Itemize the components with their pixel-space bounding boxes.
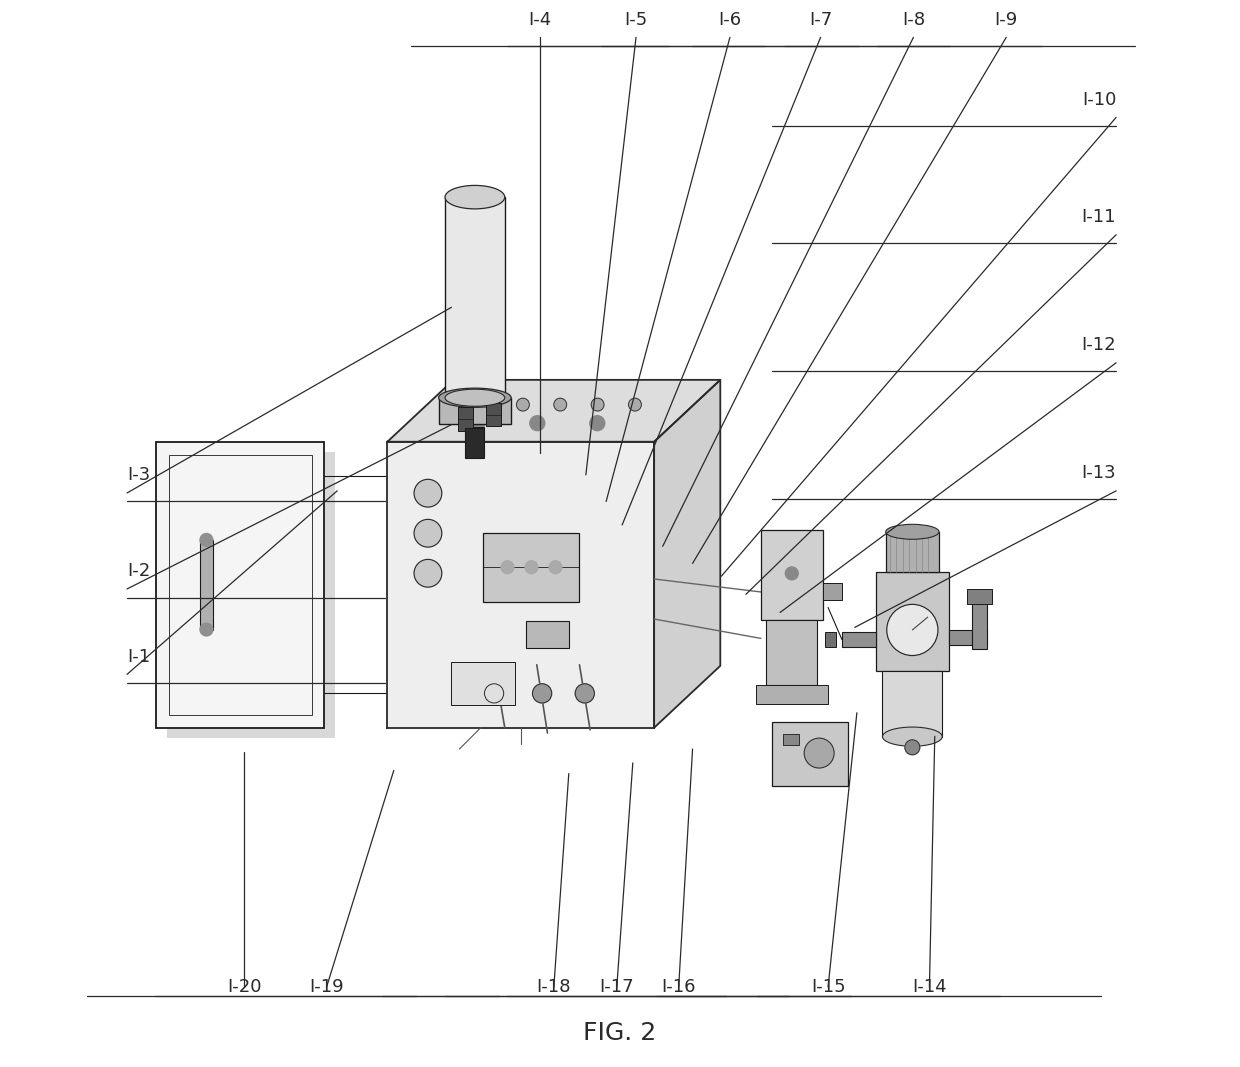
Bar <box>842 632 877 647</box>
Circle shape <box>590 416 605 431</box>
Circle shape <box>501 561 513 574</box>
Bar <box>877 572 949 670</box>
Circle shape <box>414 520 441 547</box>
Bar <box>169 455 311 715</box>
Circle shape <box>785 567 799 579</box>
Bar <box>526 621 569 648</box>
Text: I-5: I-5 <box>625 11 647 29</box>
Bar <box>766 620 817 685</box>
Bar <box>200 540 213 630</box>
Circle shape <box>470 416 485 431</box>
Circle shape <box>805 738 835 768</box>
Bar <box>771 722 848 786</box>
Circle shape <box>554 398 567 411</box>
Text: I-9: I-9 <box>994 11 1018 29</box>
Ellipse shape <box>883 727 942 746</box>
Bar <box>972 598 987 649</box>
Circle shape <box>887 604 937 655</box>
Circle shape <box>485 684 503 703</box>
Polygon shape <box>655 380 720 728</box>
Text: I-16: I-16 <box>661 978 696 997</box>
Polygon shape <box>387 380 720 442</box>
Bar <box>166 452 335 738</box>
Polygon shape <box>387 442 655 728</box>
Bar <box>445 197 505 398</box>
Bar <box>755 685 828 704</box>
Circle shape <box>575 684 594 703</box>
Circle shape <box>414 559 441 587</box>
Text: I-4: I-4 <box>528 11 552 29</box>
Circle shape <box>482 398 495 411</box>
Bar <box>465 428 485 458</box>
Bar <box>967 589 992 604</box>
Text: I-1: I-1 <box>126 648 150 666</box>
Ellipse shape <box>885 524 939 539</box>
Ellipse shape <box>445 389 505 407</box>
Bar <box>885 531 939 572</box>
Bar <box>822 583 842 600</box>
Text: I-20: I-20 <box>227 978 262 997</box>
Text: I-3: I-3 <box>126 466 150 484</box>
Circle shape <box>529 416 544 431</box>
Text: I-7: I-7 <box>808 11 832 29</box>
Bar <box>439 398 511 425</box>
Bar <box>459 408 474 431</box>
Text: I-14: I-14 <box>913 978 947 997</box>
Circle shape <box>200 534 213 546</box>
Text: I-10: I-10 <box>1081 91 1116 109</box>
Text: I-8: I-8 <box>901 11 925 29</box>
Bar <box>451 663 516 705</box>
Circle shape <box>532 684 552 703</box>
Circle shape <box>905 739 920 754</box>
Text: I-12: I-12 <box>1081 336 1116 354</box>
Text: I-6: I-6 <box>718 11 742 29</box>
Text: I-19: I-19 <box>309 978 343 997</box>
Bar <box>484 532 579 602</box>
Circle shape <box>200 623 213 636</box>
Circle shape <box>591 398 604 411</box>
Text: I-2: I-2 <box>126 562 150 580</box>
Text: I-15: I-15 <box>811 978 846 997</box>
Circle shape <box>517 398 529 411</box>
Text: I-11: I-11 <box>1081 208 1116 226</box>
Bar <box>949 630 987 644</box>
Circle shape <box>525 561 538 574</box>
Ellipse shape <box>439 388 511 408</box>
Ellipse shape <box>445 186 505 209</box>
Bar <box>465 427 485 440</box>
Bar <box>825 632 836 647</box>
Text: I-18: I-18 <box>537 978 572 997</box>
Text: FIG. 2: FIG. 2 <box>583 1021 657 1045</box>
Text: I-13: I-13 <box>1081 464 1116 482</box>
Circle shape <box>549 561 562 574</box>
Circle shape <box>414 479 441 507</box>
Bar <box>782 734 799 745</box>
Bar <box>486 402 501 426</box>
Bar <box>883 670 942 736</box>
Bar <box>156 442 325 728</box>
Circle shape <box>629 398 641 411</box>
Text: I-17: I-17 <box>599 978 634 997</box>
Bar <box>761 530 822 620</box>
